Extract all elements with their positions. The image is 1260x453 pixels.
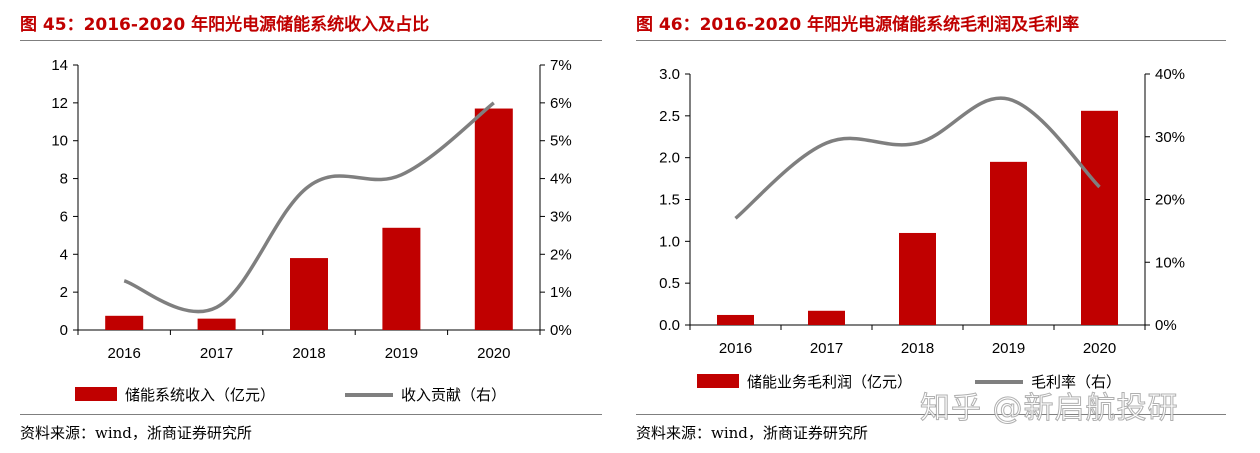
y-tick-label: 14 [51,57,68,74]
x-tick-label: 2016 [719,340,752,357]
y-tick-label: 8 [60,171,68,188]
chart-canvas: 0 2 4 6 8 10 12 14 0% 1% 2% 3% 4% 5% 6% 7% 2016 2017 2018 2… [51,57,572,404]
x-tick-label: 2019 [992,340,1025,357]
y2-tick-label: 40% [1155,66,1185,83]
y-tick-label: 0.5 [659,275,680,292]
bar-2020 [1081,110,1118,326]
x-tick-label: 2018 [292,345,325,362]
x-tick-label: 2016 [108,345,141,362]
y2-tick-label: 7% [550,57,572,74]
y-tick-label: 10 [51,133,68,150]
legend-bar-swatch [697,374,739,388]
chart-panel-left: 图 45：2016-2020 年阳光电源储能系统收入及占比 0 2 4 6 8 10 12 1… [0,0,620,453]
y2-tick-label: 10% [1155,254,1185,271]
y2-tick-label: 30% [1155,129,1185,146]
bar-2019 [382,227,421,330]
x-tick-label: 2019 [385,345,418,362]
y-tick-label: 0 [60,322,68,339]
y-tick-label: 6 [60,208,68,225]
y2-tick-label: 1% [550,284,572,301]
chart-title: 图 45：2016-2020 年阳光电源储能系统收入及占比 [20,15,430,35]
series-line [123,101,495,314]
x-tick-label: 2018 [901,340,934,357]
source-note: 资料来源：wind，浙商证券研究所 [20,424,252,442]
y2-tick-label: 4% [550,171,572,188]
legend-bar-label: 储能系统收入（亿元） [125,386,275,404]
legend-bar-swatch [75,387,117,401]
title-divider [636,40,1226,41]
chart-panel-right: 图 46：2016-2020 年阳光电源储能系统毛利润及毛利率 0.0 0.5 1.… [630,0,1260,453]
bar-2019 [990,161,1027,325]
bar-2020 [474,108,513,331]
legend-line-label: 毛利率（右） [1031,373,1121,391]
watermark: 知乎 @新启航投研 [920,391,1179,427]
x-tick-label: 2020 [477,345,510,362]
bar-2017 [808,310,845,325]
bar-2016 [717,314,754,325]
y-tick-label: 0.0 [659,317,680,334]
bar-2016 [105,315,144,330]
y2-tick-label: 2% [550,246,572,263]
source-divider [20,414,602,415]
chart-canvas: 0.0 0.5 1.0 1.5 2.0 2.5 3.0 0% 10% 20% 30% 40% 2016 2… [659,66,1185,391]
y2-tick-label: 5% [550,133,572,150]
bar-2018 [899,232,936,325]
y-tick-label: 3.0 [659,66,680,83]
y2-tick-label: 20% [1155,192,1185,209]
legend-bar-label: 储能业务毛利润（亿元） [747,373,912,391]
source-note: 资料来源：wind，浙商证券研究所 [636,424,868,442]
y2-tick-label: 3% [550,208,572,225]
y-tick-label: 1.0 [659,233,680,250]
x-tick-label: 2020 [1083,340,1116,357]
y-tick-label: 4 [60,246,68,263]
y-tick-label: 1.5 [659,192,680,209]
y-tick-label: 2.0 [659,150,680,167]
bar-2017 [197,318,236,330]
y2-tick-label: 0% [1155,317,1177,334]
y-tick-label: 2.5 [659,108,680,125]
y2-tick-label: 0% [550,322,572,339]
source-divider [636,414,1226,415]
y2-tick-label: 6% [550,95,572,112]
chart-title: 图 46：2016-2020 年阳光电源储能系统毛利润及毛利率 [636,15,1080,35]
bar-2018 [290,258,328,330]
legend-line-label: 收入贡献（右） [401,386,506,404]
x-tick-label: 2017 [200,345,233,362]
y-tick-label: 12 [51,95,68,112]
x-tick-label: 2017 [810,340,843,357]
y-tick-label: 2 [60,284,68,301]
series-line [734,96,1101,220]
title-divider [20,40,602,41]
